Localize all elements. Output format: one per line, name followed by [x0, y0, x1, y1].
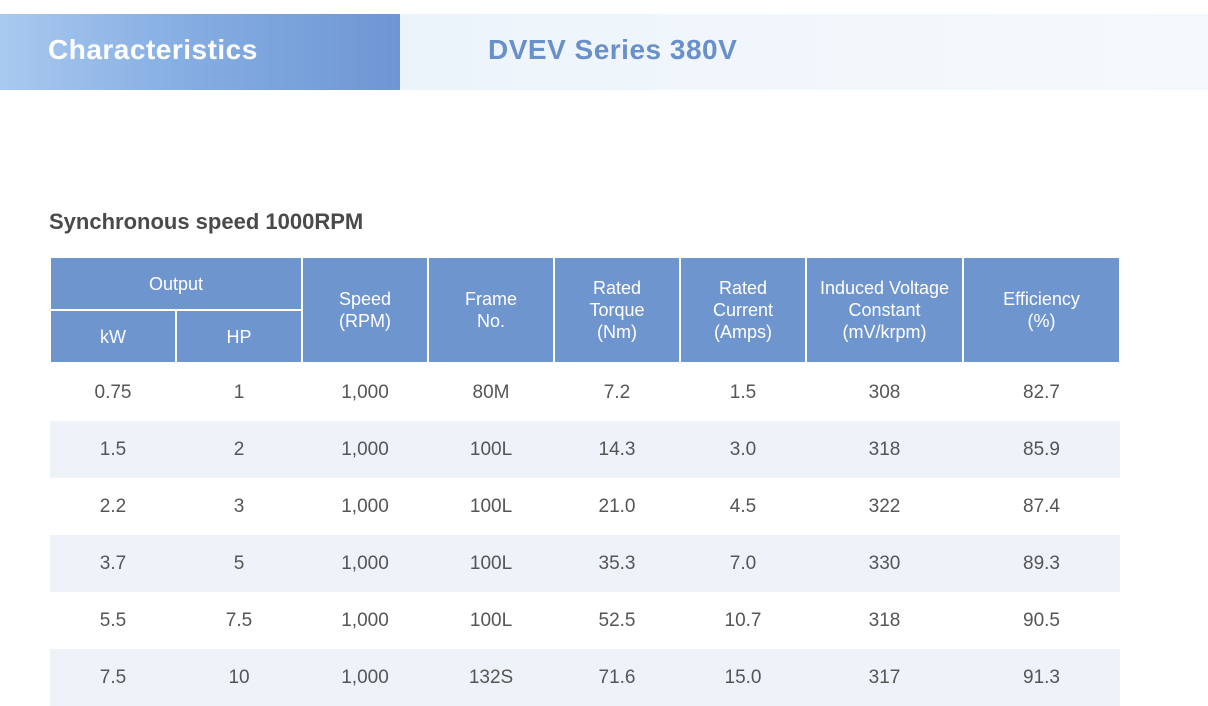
series-title: DVEV Series 380V — [488, 34, 738, 65]
cell-hp: 2 — [176, 421, 303, 478]
cell-current: 3.0 — [680, 421, 807, 478]
cell-torque: 71.6 — [554, 649, 681, 706]
header-torque: Rated Torque (Nm) — [553, 256, 682, 364]
cell-kw: 2.2 — [99, 495, 127, 517]
cell-kw: 3.7 — [50, 535, 176, 592]
header-voltage-line1: Induced Voltage — [819, 278, 950, 298]
cell-speed: 1,000 — [302, 535, 429, 592]
table-row: 1.5 2 1,000 100L 14.3 3.0 318 85.9 — [50, 421, 1121, 478]
header-voltage-line3: (mV/krpm) — [842, 322, 927, 342]
header-frame: Frame No. — [427, 256, 556, 364]
cell-voltage: 308 — [868, 381, 901, 403]
cell-efficiency: 91.3 — [963, 649, 1121, 706]
cell-voltage: 330 — [806, 535, 964, 592]
header-speed-line2: (RPM) — [339, 311, 392, 331]
cell-torque: 14.3 — [554, 421, 681, 478]
cell-efficiency: 82.7 — [1023, 381, 1060, 403]
section-heading: Synchronous speed 1000RPM — [49, 209, 364, 234]
header-efficiency-line1: Efficiency — [1003, 289, 1080, 309]
header-speed-line1: Speed — [338, 289, 392, 309]
header-efficiency-line2: (%) — [1027, 311, 1056, 331]
table-row: 0.75 1 1,000 80M 7.2 1.5 308 82.7 — [50, 363, 1120, 421]
header-current-line2: Current — [713, 300, 774, 320]
header-frame-line2: No. — [477, 311, 506, 331]
table-row: 3.7 5 1,000 100L 35.3 7.0 330 89.3 — [50, 535, 1121, 592]
header-torque-line2: Torque — [589, 300, 645, 320]
header-torque-line1: Rated — [592, 278, 642, 298]
cell-efficiency: 90.5 — [1023, 609, 1060, 631]
cell-efficiency: 87.4 — [1023, 495, 1060, 517]
header-frame-line1: Frame — [465, 289, 518, 309]
table-row: 5.5 7.5 1,000 100L 52.5 10.7 318 90.5 — [50, 592, 1120, 649]
characteristics-tab: Characteristics — [0, 14, 400, 90]
table-row: 7.5 10 1,000 132S 71.6 15.0 317 91.3 — [50, 649, 1121, 706]
cell-efficiency: 85.9 — [963, 421, 1121, 478]
cell-frame: 100L — [428, 421, 555, 478]
cell-voltage: 317 — [806, 649, 964, 706]
cell-hp: 10 — [176, 649, 303, 706]
cell-frame: 100L — [469, 609, 513, 631]
cell-torque: 52.5 — [598, 609, 636, 631]
cell-current: 1.5 — [729, 381, 757, 403]
cell-voltage: 322 — [868, 495, 901, 517]
characteristics-table: Output Speed (RPM) Frame No. Rated Torqu… — [48, 256, 1122, 706]
cell-frame: 100L — [469, 495, 513, 517]
cell-speed: 1,000 — [341, 495, 389, 517]
header-hp: HP — [174, 309, 304, 364]
cell-kw: 5.5 — [99, 609, 127, 631]
cell-voltage: 318 — [868, 609, 901, 631]
cell-torque: 35.3 — [554, 535, 681, 592]
header-speed: Speed (RPM) — [301, 256, 430, 364]
header-output: Output — [48, 256, 304, 311]
cell-current: 15.0 — [680, 649, 807, 706]
header-current-line3: (Amps) — [714, 322, 773, 342]
cell-current: 4.5 — [729, 495, 757, 517]
cell-kw: 1.5 — [50, 421, 176, 478]
cell-voltage: 318 — [806, 421, 964, 478]
cell-frame: 100L — [428, 535, 555, 592]
cell-kw: 0.75 — [94, 381, 132, 403]
cell-torque: 21.0 — [598, 495, 636, 517]
characteristics-tab-label: Characteristics — [48, 34, 258, 65]
cell-speed: 1,000 — [302, 649, 429, 706]
cell-current: 7.0 — [680, 535, 807, 592]
header-efficiency: Efficiency (%) — [962, 256, 1122, 364]
header-current: Rated Current (Amps) — [679, 256, 808, 364]
cell-hp: 7.5 — [225, 609, 253, 631]
cell-efficiency: 89.3 — [963, 535, 1121, 592]
cell-speed: 1,000 — [341, 381, 389, 403]
cell-hp: 1 — [233, 381, 245, 403]
cell-current: 10.7 — [724, 609, 762, 631]
header-torque-line3: (Nm) — [597, 322, 637, 342]
table-row: 2.2 3 1,000 100L 21.0 4.5 322 87.4 — [50, 478, 1120, 535]
cell-speed: 1,000 — [302, 421, 429, 478]
header-voltage: Induced Voltage Constant (mV/krpm) — [805, 256, 965, 364]
cell-frame: 132S — [428, 649, 555, 706]
cell-frame: 80M — [472, 381, 510, 403]
header-banner: Characteristics DVEV Series 380V — [0, 14, 1208, 90]
cell-hp: 3 — [233, 495, 245, 517]
header-kw: kW — [49, 309, 177, 364]
cell-kw: 7.5 — [50, 649, 176, 706]
header-current-line1: Rated — [718, 278, 768, 298]
header-voltage-line2: Constant — [848, 300, 921, 320]
cell-hp: 5 — [176, 535, 303, 592]
cell-torque: 7.2 — [603, 381, 631, 403]
cell-speed: 1,000 — [341, 609, 389, 631]
